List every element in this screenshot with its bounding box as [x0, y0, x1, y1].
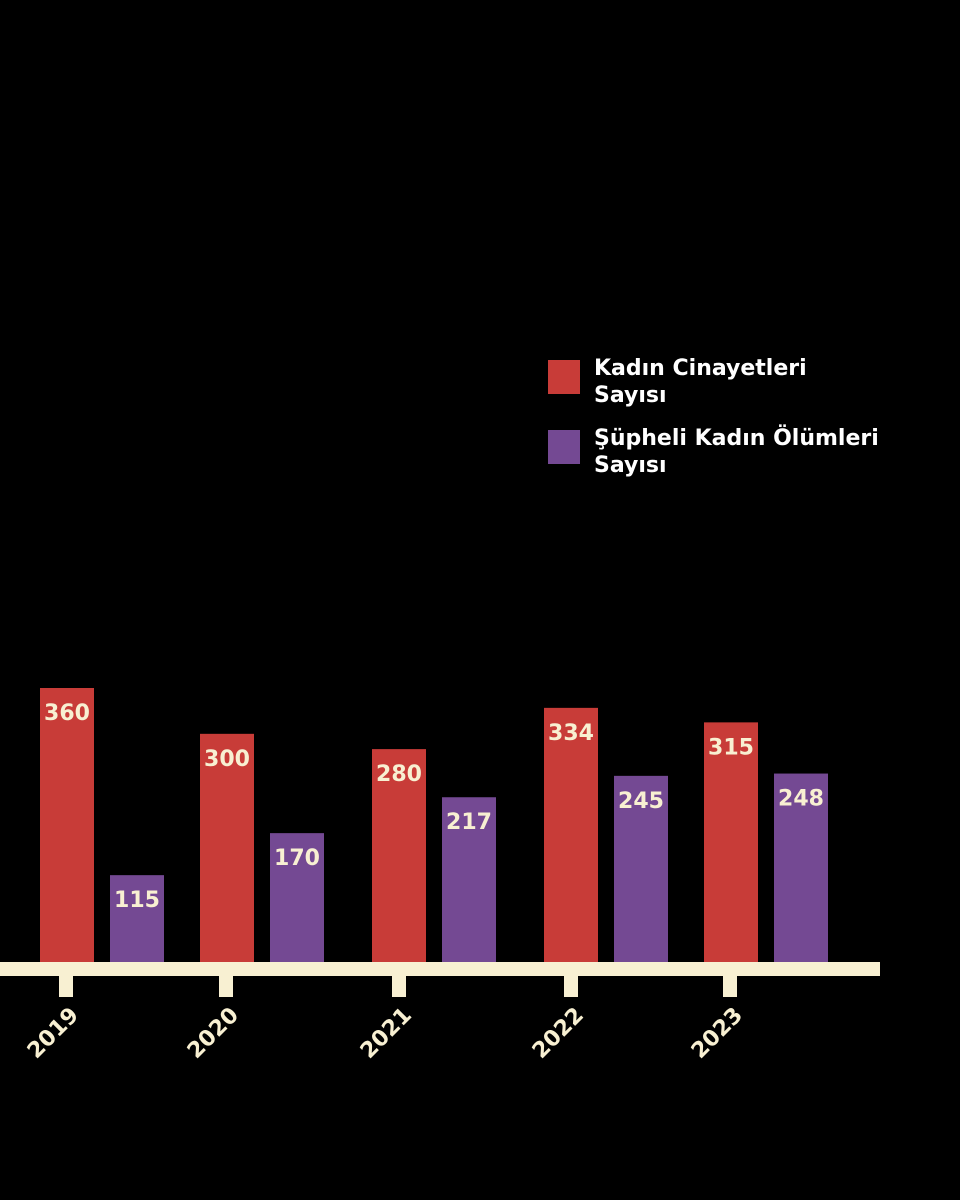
legend-label-line: Kadın Cinayetleri [594, 356, 807, 381]
x-tick-label: 2019 [23, 1003, 84, 1064]
x-axis-tick [392, 974, 406, 997]
x-tick-label: 2022 [528, 1003, 589, 1064]
legend-swatch-kadin-cinayetleri [548, 360, 580, 394]
bar-value-label: 217 [446, 810, 492, 835]
legend-label-kadin-cinayetleri: Kadın Cinayetleri Sayısı [594, 356, 807, 408]
bar-value-label: 170 [274, 846, 320, 871]
legend-label-line: Sayısı [594, 453, 667, 478]
bar-value-label: 315 [708, 735, 754, 760]
x-tick-label: 2021 [356, 1003, 417, 1064]
legend-label-line: Şüpheli Kadın Ölümleri [594, 425, 879, 451]
x-axis: 2019 2020 2021 2022 2023 [0, 962, 880, 1064]
bars-group: 360 115 300 170 280 217 334 245 315 248 [40, 688, 828, 963]
bar-value-label: 300 [204, 747, 250, 772]
x-axis-tick [59, 974, 73, 997]
legend-swatch-supheli-olumler [548, 430, 580, 464]
bar-kadin-cinayetleri-2021 [372, 749, 426, 963]
legend-label-supheli-olumler: Şüpheli Kadın Ölümleri Sayısı [594, 425, 879, 478]
x-axis-tick [564, 974, 578, 997]
bar-value-label: 280 [376, 762, 422, 787]
bar-value-label: 248 [778, 787, 824, 812]
bar-kadin-cinayetleri-2019 [40, 688, 94, 963]
bar-supheli-olumler-2022 [614, 775, 668, 963]
x-axis-tick [219, 974, 233, 997]
bar-kadin-cinayetleri-2020 [200, 733, 254, 963]
bar-supheli-olumler-2023 [774, 773, 828, 963]
bar-supheli-olumler-2019 [110, 875, 164, 963]
bar-supheli-olumler-2021 [442, 797, 496, 963]
x-tick-label: 2020 [183, 1003, 244, 1064]
bar-value-label: 115 [114, 888, 160, 913]
bar-kadin-cinayetleri-2022 [544, 707, 598, 963]
legend-label-line: Sayısı [594, 383, 667, 408]
bar-value-label: 245 [618, 789, 664, 814]
x-axis-line [0, 962, 880, 976]
x-tick-label: 2023 [687, 1003, 748, 1064]
bar-value-label: 334 [548, 721, 594, 746]
bar-kadin-cinayetleri-2023 [704, 722, 758, 963]
bar-value-label: 360 [44, 701, 90, 726]
x-axis-tick [723, 974, 737, 997]
bar-supheli-olumler-2020 [270, 833, 324, 963]
